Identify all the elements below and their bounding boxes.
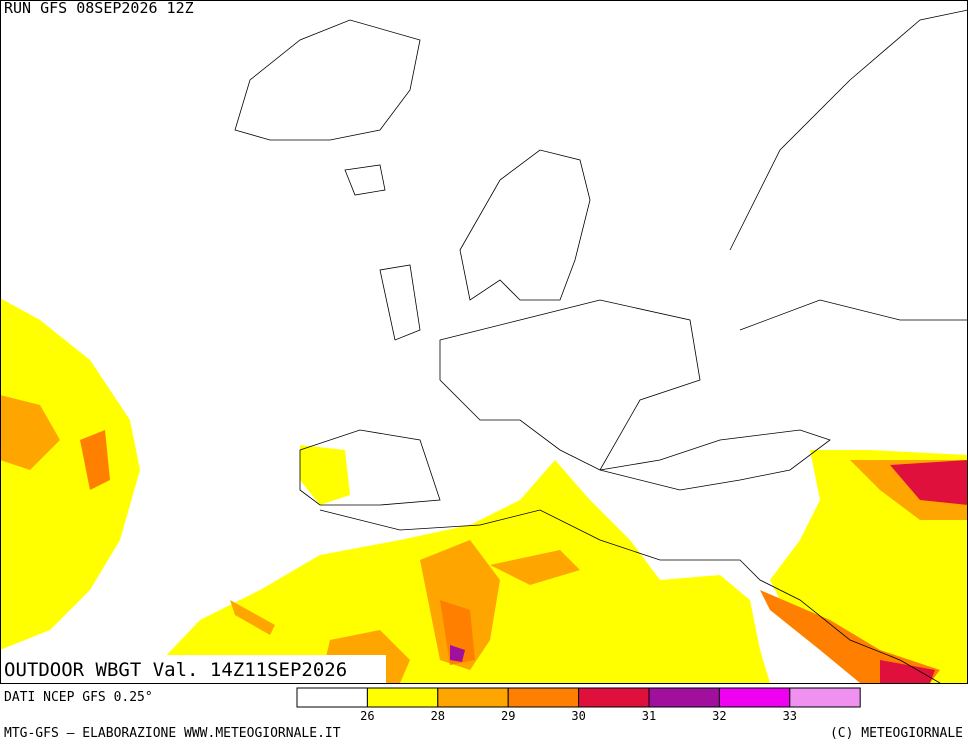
legend-label: 33 bbox=[783, 709, 797, 723]
map bbox=[0, 0, 968, 684]
legend-swatch bbox=[578, 687, 650, 708]
color-legend: 26 28 29 30 31 32 33 bbox=[296, 687, 861, 723]
credit: MTG-GFS — ELABORAZIONE WWW.METEOGIORNALE… bbox=[4, 726, 341, 741]
legend-swatch bbox=[507, 687, 580, 708]
legend-label: 28 bbox=[431, 709, 445, 723]
coastlines bbox=[234, 9, 968, 684]
heat-field bbox=[0, 298, 968, 683]
run-label: RUN GFS 08SEP2026 12Z bbox=[4, 0, 194, 17]
legend-swatch bbox=[648, 687, 720, 708]
legend-label: 30 bbox=[571, 709, 585, 723]
copyright: (C) METEOGIORNALE bbox=[830, 726, 963, 741]
legend-label: 31 bbox=[642, 709, 656, 723]
legend-swatch bbox=[437, 687, 509, 708]
legend-label: 32 bbox=[712, 709, 726, 723]
legend-swatch bbox=[296, 687, 368, 708]
legend-swatch bbox=[718, 687, 791, 708]
source: DATI NCEP GFS 0.25° bbox=[4, 690, 153, 705]
legend-swatch bbox=[789, 687, 861, 708]
legend-swatch bbox=[366, 687, 439, 708]
legend-label: 26 bbox=[360, 709, 374, 723]
title-box bbox=[0, 655, 386, 683]
legend-label: 29 bbox=[501, 709, 515, 723]
map-title: OUTDOOR WBGT Val. 14Z11SEP2026 bbox=[4, 659, 347, 681]
